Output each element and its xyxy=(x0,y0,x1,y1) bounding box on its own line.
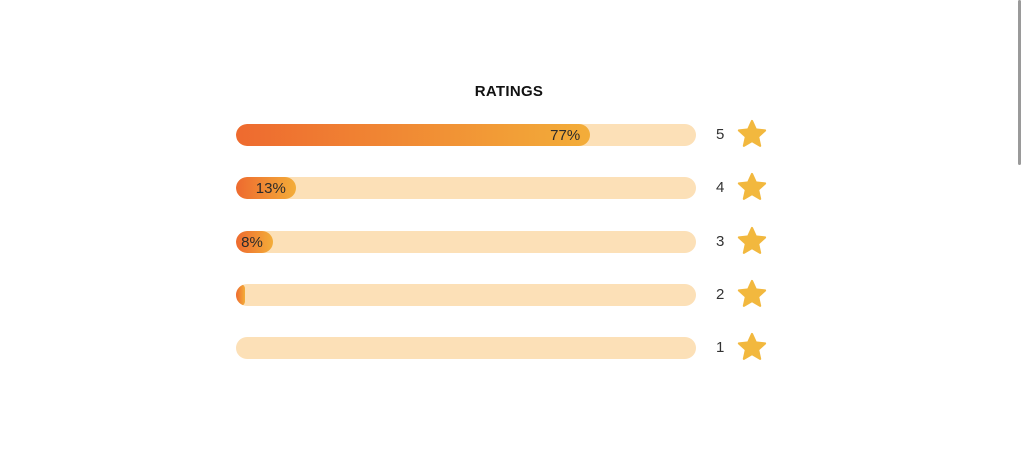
rating-star-count: 3 xyxy=(716,233,725,250)
star-icon xyxy=(737,172,767,200)
rating-star-count: 4 xyxy=(716,179,725,196)
rating-star-count: 2 xyxy=(716,286,725,303)
rating-star-count: 5 xyxy=(716,126,725,143)
rating-bar-fill: 8% xyxy=(236,231,273,253)
star-icon xyxy=(737,226,767,254)
star-icon xyxy=(737,279,767,307)
rating-bar-fill: 77% xyxy=(236,124,591,146)
star-icon xyxy=(737,332,767,360)
rating-row-4: 13% 4 xyxy=(236,170,776,206)
rating-percent-label: 13% xyxy=(255,180,286,197)
ratings-title: RATINGS xyxy=(474,83,544,100)
rating-row-5: 77% 5 xyxy=(236,117,776,153)
rating-bar-track xyxy=(236,337,696,359)
rating-row-1: 1 xyxy=(236,330,776,366)
rating-row-3: 8% 3 xyxy=(236,224,776,260)
rating-bar-track: 77% xyxy=(236,124,696,146)
rating-bar-track xyxy=(236,284,696,306)
scrollbar[interactable] xyxy=(1018,0,1021,165)
rating-star-count: 1 xyxy=(716,339,725,356)
rating-bar-fill: 13% xyxy=(236,177,296,199)
rating-bar-track: 13% xyxy=(236,177,696,199)
rating-bar-fill xyxy=(236,284,246,306)
rating-bar-track: 8% xyxy=(236,231,696,253)
rating-percent-label: 8% xyxy=(241,234,263,251)
rating-percent-label: 77% xyxy=(550,127,581,144)
star-icon xyxy=(737,119,767,147)
rating-row-2: 2 xyxy=(236,277,776,313)
